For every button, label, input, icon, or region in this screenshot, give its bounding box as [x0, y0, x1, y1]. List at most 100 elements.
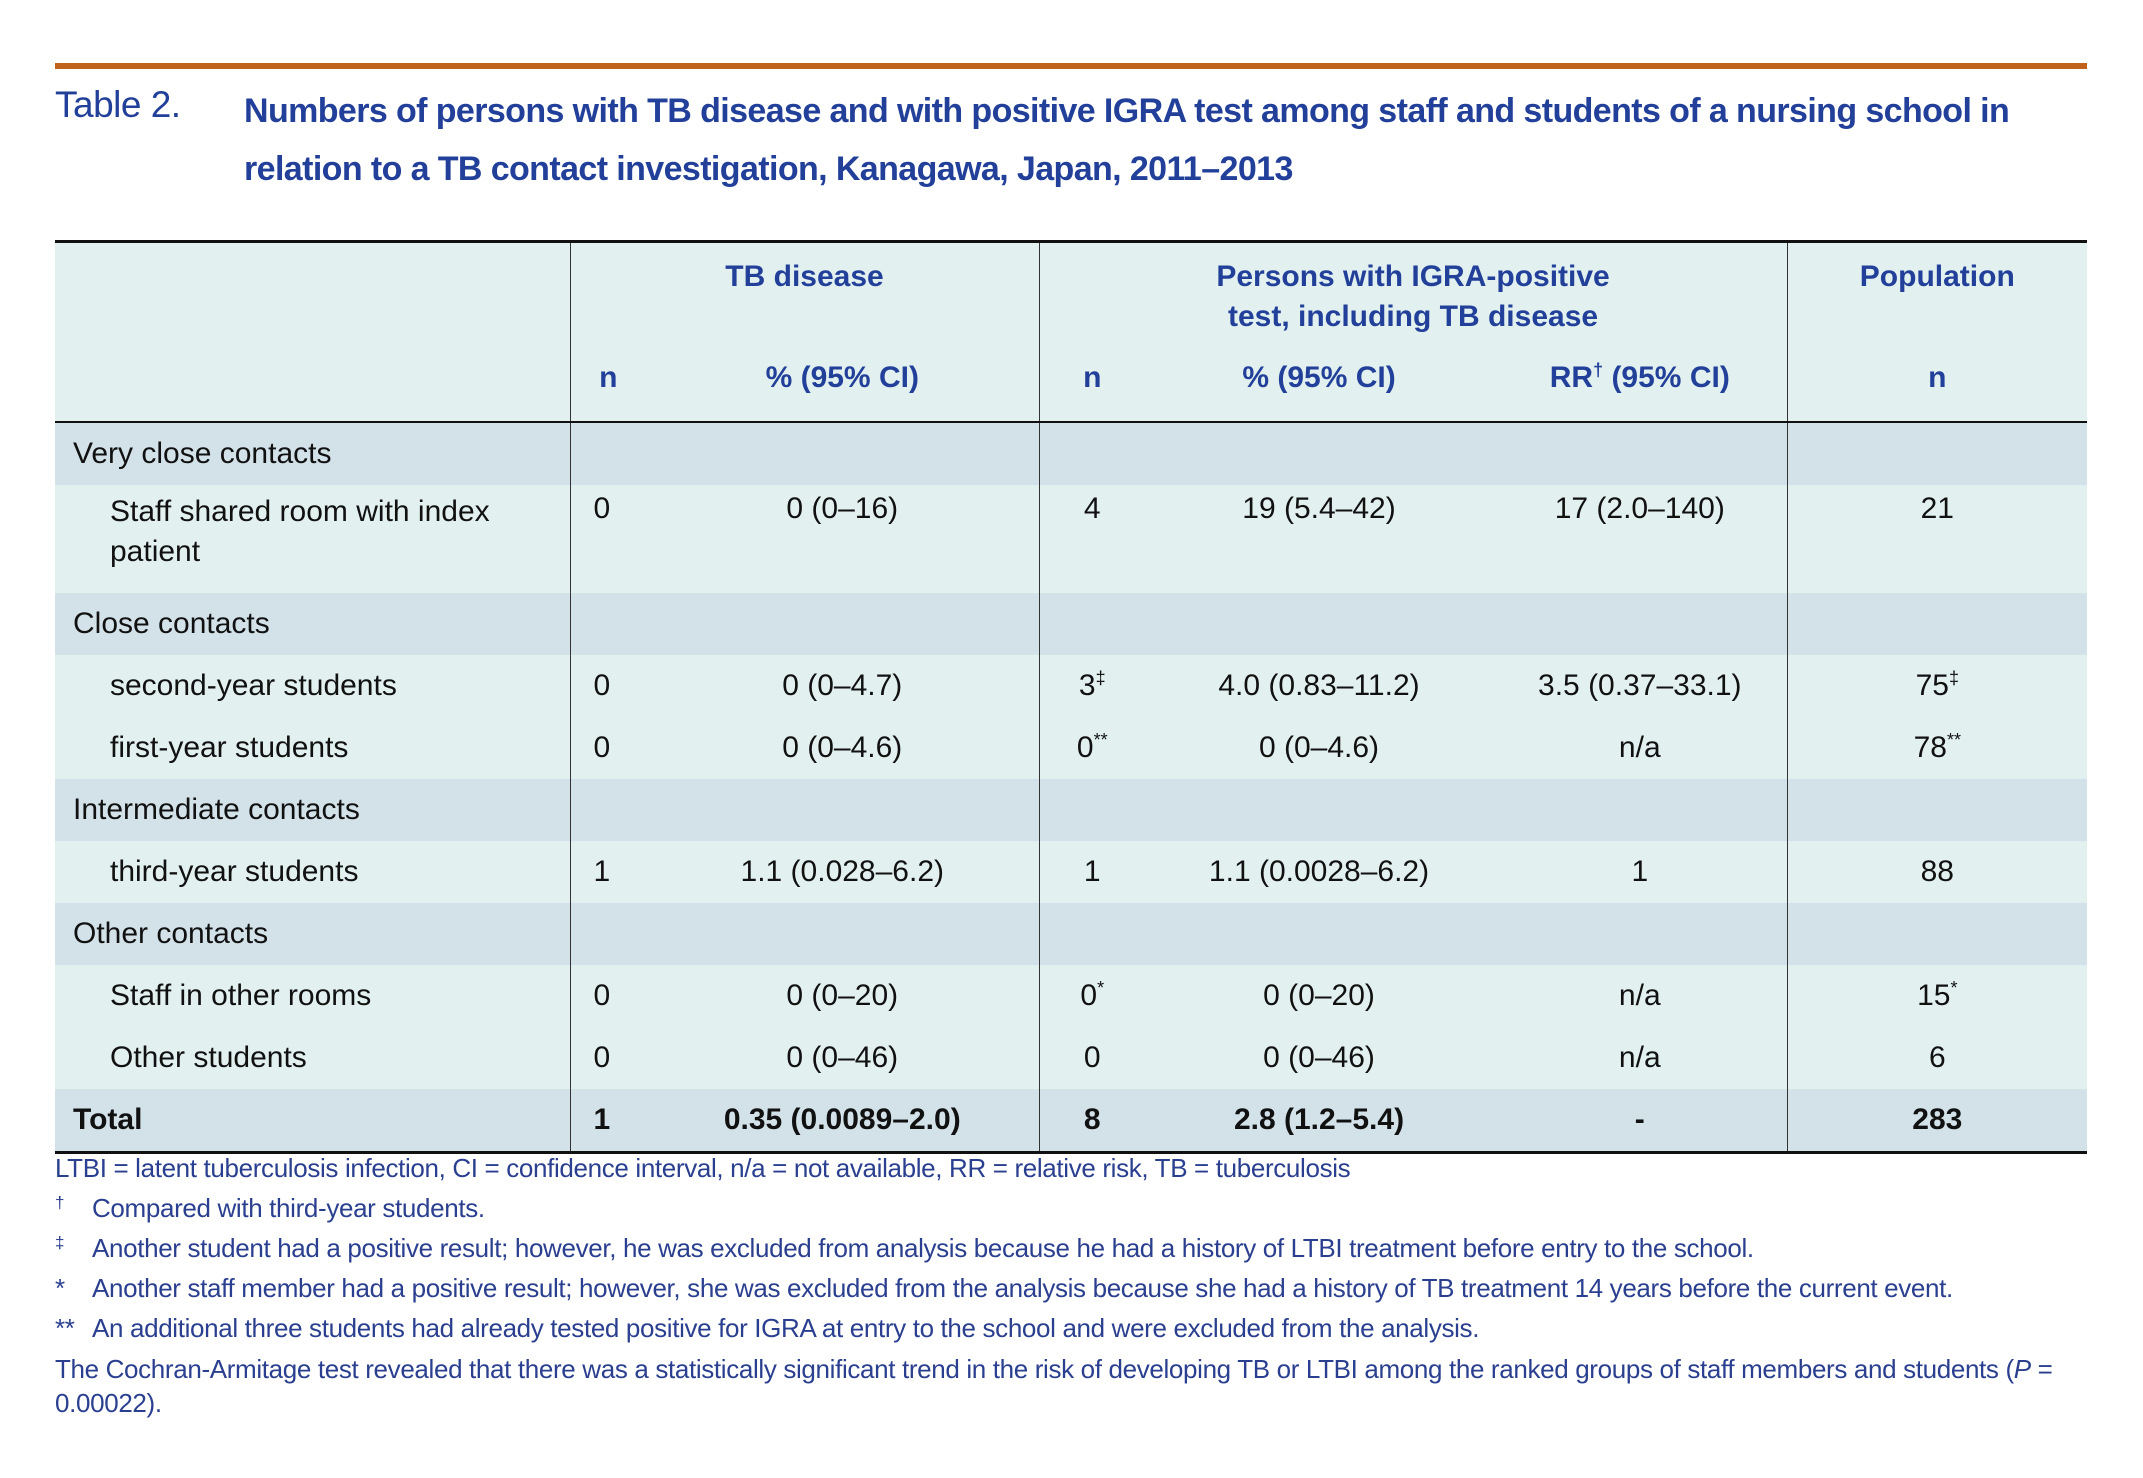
pop-value: 15: [1917, 979, 1951, 1012]
cell-igra-pct: 0 (0–20): [1145, 965, 1494, 1027]
cell-tb-n: 0: [569, 485, 646, 593]
header-row-sub: n % (95% CI) n % (95% CI) RR† (95% CI) n: [55, 357, 2088, 423]
cell-igra-n: 0*: [1038, 965, 1146, 1027]
row-label: Total: [55, 1089, 570, 1154]
pop-value: 21: [1920, 492, 1954, 525]
total-row: Total 1 0.35 (0.0089–2.0) 8 2.8 (1.2–5.4) - 28…: [55, 1089, 2088, 1154]
table-title: Numbers of persons with TB disease and w…: [244, 92, 2010, 188]
table-row: third-year students 1 1.1 (0.028–6.2) 1 1.1 …: [55, 841, 2088, 903]
cell-empty: [646, 593, 1040, 655]
footnotes: LTBI = latent tuberculosis infection, CI…: [55, 1148, 2095, 1420]
cell-tb-pct: 1.1 (0.028–6.2): [646, 841, 1040, 903]
footnote-mark: *: [1097, 978, 1105, 999]
cell-pop: 283: [1786, 1089, 2088, 1154]
cell-empty: [569, 779, 646, 841]
igra-n-value: 0: [1083, 1041, 1101, 1074]
row-label: second-year students: [55, 655, 570, 717]
trend-p-symbol: P: [2013, 1354, 2031, 1384]
cell-tb-n: 0: [569, 1027, 646, 1089]
cell-tb-pct: 0 (0–4.6): [646, 717, 1040, 779]
section-row: Very close contacts: [55, 422, 2088, 485]
dagger-mark: †: [1593, 360, 1604, 381]
footnote-item: † Compared with third-year students.: [55, 1188, 2095, 1228]
footnote-mark: *: [1950, 978, 1958, 999]
pop-value: 6: [1928, 1041, 1946, 1074]
igra-n-value: 8: [1083, 1103, 1101, 1136]
cell-tb-pct: 0 (0–46): [646, 1027, 1040, 1089]
cell-tb-n: 1: [569, 1089, 646, 1154]
footnote-text: Another staff member had a positive resu…: [92, 1273, 1953, 1303]
table-row: second-year students 0 0 (0–4.7) 3‡ 4.0 (0.8…: [55, 655, 2088, 717]
section-row: Other contacts: [55, 903, 2088, 965]
row-label: Other contacts: [55, 903, 570, 965]
cell-igra-n: 8: [1038, 1089, 1146, 1154]
cell-empty: [1786, 422, 2088, 485]
cell-igra-n: 0**: [1038, 717, 1146, 779]
cell-rr: n/a: [1493, 1027, 1788, 1089]
row-label: Very close contacts: [55, 422, 570, 485]
cell-empty: [1493, 779, 1788, 841]
footnote-abbreviations: LTBI = latent tuberculosis infection, CI…: [55, 1153, 1351, 1183]
cell-empty: [1038, 903, 1146, 965]
cell-empty: [1145, 903, 1494, 965]
row-label: Staff in other rooms: [55, 965, 570, 1027]
table-row: Other students 0 0 (0–46) 0 0 (0–46) n/a 6: [55, 1027, 2088, 1089]
cell-empty: [569, 422, 646, 485]
header-igra-n: n: [1038, 357, 1146, 423]
footnote-item: ‡ Another student had a positive result; …: [55, 1228, 2095, 1268]
results-table: TB disease Persons with IGRA-positive te…: [55, 240, 2088, 1154]
igra-n-value: 3: [1078, 669, 1096, 702]
footnote-item: * Another staff member had a positive res…: [55, 1268, 2095, 1308]
footnote-item: ** An additional three students had alrea…: [55, 1308, 2095, 1348]
cell-igra-n: 4: [1038, 485, 1146, 593]
cell-tb-pct: 0 (0–20): [646, 965, 1040, 1027]
cell-pop: 75‡: [1786, 655, 2088, 717]
cell-empty: [1038, 422, 1146, 485]
cell-igra-pct: 19 (5.4–42): [1145, 485, 1494, 593]
row-label: Intermediate contacts: [55, 779, 570, 841]
cell-tb-n: 0: [569, 655, 646, 717]
pop-value: 78: [1913, 731, 1947, 764]
trend-text: The Cochran-Armitage test revealed that …: [55, 1354, 2014, 1384]
cell-igra-n: 3‡: [1038, 655, 1146, 717]
cell-pop: 21: [1786, 485, 2088, 593]
cell-rr: -: [1493, 1089, 1788, 1154]
footnote-mark: **: [55, 1313, 75, 1343]
cell-tb-n: 0: [569, 717, 646, 779]
cell-empty: [1786, 903, 2088, 965]
footnote-text: An additional three students had already…: [92, 1313, 1480, 1343]
header-igra-pct: % (95% CI): [1145, 357, 1494, 423]
header-row-groups: TB disease Persons with IGRA-positive te…: [55, 240, 2088, 357]
row-label: Staff shared room with index patient: [55, 485, 570, 593]
header-pop-n: n: [1786, 357, 2088, 423]
header-rr: RR† (95% CI): [1493, 357, 1788, 423]
header-tb-disease: TB disease: [569, 240, 1040, 357]
igra-n-value: 1: [1083, 855, 1101, 888]
cell-empty: [1493, 593, 1788, 655]
table-label: Table 2.: [55, 84, 181, 125]
cell-empty: [1145, 779, 1494, 841]
trend-p-value: = 0.00022).: [55, 1354, 2053, 1418]
cell-empty: [1038, 779, 1146, 841]
title-rule: [55, 63, 2087, 69]
cell-tb-n: 1: [569, 841, 646, 903]
header-rr-label: RR: [1549, 361, 1594, 394]
row-label: first-year students: [55, 717, 570, 779]
cell-empty: [1145, 593, 1494, 655]
cell-tb-pct: 0.35 (0.0089–2.0): [646, 1089, 1040, 1154]
footnote-trend: The Cochran-Armitage test revealed that …: [55, 1352, 2090, 1420]
header-empty-sub: [55, 357, 570, 423]
cell-rr: 3.5 (0.37–33.1): [1493, 655, 1788, 717]
row-label: Other students: [55, 1027, 570, 1089]
pop-value: 283: [1912, 1103, 1963, 1136]
footnote-mark: *: [55, 1273, 65, 1303]
footnote-mark: **: [1093, 730, 1108, 751]
cell-rr: n/a: [1493, 965, 1788, 1027]
cell-rr: 17 (2.0–140): [1493, 485, 1788, 593]
cell-tb-n: 0: [569, 965, 646, 1027]
footnote-text: Compared with third-year students.: [92, 1193, 485, 1223]
table-row: first-year students 0 0 (0–4.6) 0** 0 (0–4.6…: [55, 717, 2088, 779]
cell-igra-pct: 2.8 (1.2–5.4): [1145, 1089, 1494, 1154]
cell-tb-pct: 0 (0–4.7): [646, 655, 1040, 717]
footnote-mark: ‡: [55, 1233, 65, 1252]
